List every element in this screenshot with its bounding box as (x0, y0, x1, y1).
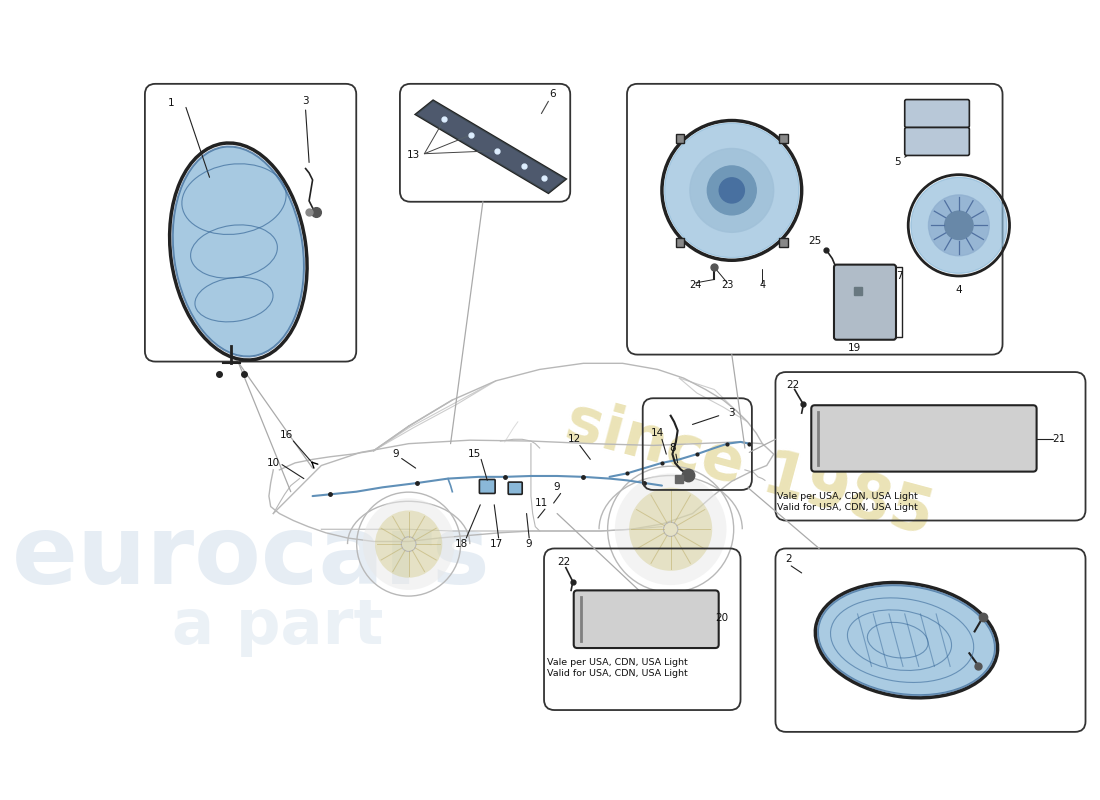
FancyBboxPatch shape (904, 99, 969, 127)
FancyBboxPatch shape (904, 127, 969, 155)
FancyBboxPatch shape (812, 406, 1036, 472)
Polygon shape (416, 101, 565, 193)
Text: 20: 20 (715, 614, 728, 623)
FancyBboxPatch shape (779, 134, 788, 143)
FancyBboxPatch shape (779, 238, 788, 246)
Circle shape (719, 178, 745, 203)
Text: 9: 9 (553, 482, 560, 492)
Text: eurocars: eurocars (12, 510, 491, 604)
Text: a part: a part (172, 597, 383, 657)
Ellipse shape (173, 146, 304, 357)
Text: 22: 22 (786, 380, 800, 390)
Circle shape (375, 510, 442, 578)
Text: 1: 1 (168, 98, 175, 108)
Circle shape (707, 166, 757, 215)
Circle shape (690, 149, 773, 232)
FancyBboxPatch shape (480, 479, 495, 494)
Text: Valid for USA, CDN, USA Light: Valid for USA, CDN, USA Light (547, 669, 688, 678)
Text: 7: 7 (896, 271, 903, 281)
Circle shape (945, 211, 974, 239)
Text: 11: 11 (535, 498, 548, 508)
Text: 21: 21 (1053, 434, 1066, 444)
Circle shape (911, 178, 1006, 274)
Circle shape (928, 195, 989, 256)
FancyBboxPatch shape (675, 134, 684, 143)
Text: 16: 16 (279, 430, 293, 440)
Text: 19: 19 (847, 342, 860, 353)
Text: 5: 5 (894, 158, 901, 167)
Text: 4: 4 (956, 285, 962, 295)
Text: since 1985: since 1985 (559, 392, 939, 548)
Text: 8: 8 (669, 443, 675, 453)
Text: 6: 6 (549, 90, 557, 99)
Ellipse shape (818, 585, 996, 695)
Circle shape (629, 488, 712, 570)
Text: 2: 2 (785, 554, 792, 564)
Circle shape (615, 474, 726, 585)
FancyBboxPatch shape (834, 265, 896, 340)
Text: 10: 10 (266, 458, 279, 468)
Text: 23: 23 (722, 280, 734, 290)
Text: 9: 9 (393, 449, 399, 459)
Circle shape (664, 123, 799, 258)
Text: 14: 14 (651, 428, 664, 438)
FancyBboxPatch shape (508, 482, 522, 494)
Polygon shape (416, 101, 565, 193)
Text: Vale per USA, CDN, USA Light: Vale per USA, CDN, USA Light (778, 491, 918, 501)
Text: 17: 17 (490, 539, 503, 549)
Text: 3: 3 (302, 96, 309, 106)
Text: Vale per USA, CDN, USA Light: Vale per USA, CDN, USA Light (547, 658, 688, 666)
Text: 25: 25 (808, 236, 822, 246)
FancyBboxPatch shape (574, 590, 718, 648)
Text: 22: 22 (558, 557, 571, 566)
FancyBboxPatch shape (675, 238, 684, 246)
Text: 24: 24 (689, 280, 702, 290)
Text: 13: 13 (407, 150, 420, 161)
Text: 4: 4 (759, 280, 766, 290)
Text: 18: 18 (454, 539, 467, 549)
Text: 12: 12 (568, 434, 581, 444)
Text: 3: 3 (728, 408, 735, 418)
Circle shape (363, 498, 454, 590)
Text: Valid for USA, CDN, USA Light: Valid for USA, CDN, USA Light (778, 503, 918, 512)
Text: 9: 9 (526, 539, 532, 549)
Text: 15: 15 (468, 449, 481, 459)
